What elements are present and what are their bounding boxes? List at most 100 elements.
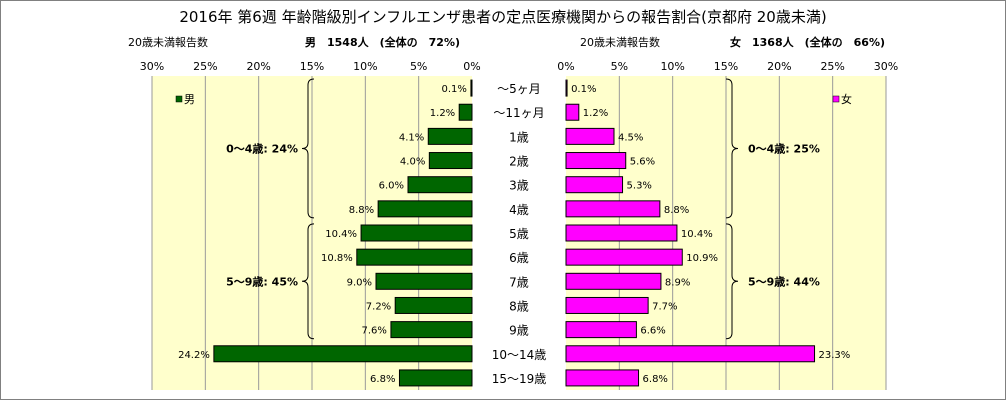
left-legend-label: 男 xyxy=(184,93,195,106)
category-label: ～11ヶ月 xyxy=(493,106,544,120)
category-label: 8歳 xyxy=(509,299,529,313)
left-legend-swatch xyxy=(175,95,183,103)
left-data-label: 4.1% xyxy=(399,132,424,143)
left-bar xyxy=(356,248,473,266)
left-data-label: 10.8% xyxy=(321,253,353,264)
left-header: 20歳未満報告数 男 1548人 (全体の 72%) xyxy=(128,35,460,49)
left-bar xyxy=(398,369,473,387)
right-data-label: 4.5% xyxy=(618,132,643,143)
chart-title: 2016年 第6週 年齢階級別インフルエンザ患者の定点医療機関からの報告割合(京… xyxy=(179,8,826,26)
left-bar xyxy=(407,176,473,194)
right-tick-label: 30% xyxy=(874,60,898,73)
left-data-label: 4.0% xyxy=(400,157,425,168)
left-data-label: 7.2% xyxy=(366,301,391,312)
right-bar xyxy=(565,103,580,121)
left-data-label: 10.4% xyxy=(325,229,357,240)
group-brace xyxy=(301,78,315,219)
right-data-label: 5.6% xyxy=(630,157,655,168)
right-bar xyxy=(565,224,678,242)
legends: 男女 xyxy=(175,92,852,106)
right-data-label: 8.8% xyxy=(664,205,689,216)
right-legend-swatch xyxy=(832,95,840,103)
left-tick-label: 0% xyxy=(463,60,480,73)
right-bar xyxy=(565,272,662,290)
left-data-label: 1.2% xyxy=(430,108,455,119)
right-group-label: 0～4歳: 25% xyxy=(748,141,820,155)
right-tick-label: 10% xyxy=(660,60,684,73)
grid-lines xyxy=(151,76,887,390)
category-label: 15～19歳 xyxy=(492,372,547,386)
right-group-label: 5～9歳: 44% xyxy=(748,274,820,288)
left-data-label: 24.2% xyxy=(178,350,210,361)
left-data-label: 8.8% xyxy=(349,205,374,216)
right-data-label: 7.7% xyxy=(652,301,677,312)
right-tick-label: 20% xyxy=(767,60,791,73)
right-tick-label: 5% xyxy=(611,60,628,73)
left-bar xyxy=(375,272,473,290)
left-data-label: 0.1% xyxy=(442,84,467,95)
group-brace xyxy=(725,78,739,219)
category-label: 2歳 xyxy=(509,155,529,169)
left-bar xyxy=(394,296,473,314)
right-data-label: 23.3% xyxy=(819,350,851,361)
left-data-label: 6.8% xyxy=(370,374,395,385)
left-tick-label: 20% xyxy=(246,60,270,73)
right-tick-label: 25% xyxy=(820,60,844,73)
right-bar xyxy=(565,152,627,170)
category-label: 9歳 xyxy=(509,324,529,338)
right-legend-label: 女 xyxy=(841,92,852,106)
left-bar xyxy=(390,321,473,339)
right-data-label: 6.6% xyxy=(640,326,665,337)
left-tick-label: 25% xyxy=(193,60,217,73)
right-bar xyxy=(565,345,816,363)
right-bar xyxy=(565,79,568,97)
category-labels: ～5ヶ月 ～11ヶ月 1歳 2歳 3歳 4歳 5歳 6歳 7歳 8歳 9歳 10～14歳 15～19歳 xyxy=(492,82,547,386)
right-tick-label: 0% xyxy=(557,60,574,73)
right-bar xyxy=(565,176,624,194)
right-tick-label: 15% xyxy=(714,60,738,73)
left-bar xyxy=(360,224,473,242)
left-count-header: 20歳未満報告数 xyxy=(128,36,208,49)
category-label: 4歳 xyxy=(509,203,529,217)
right-data-label: 0.1% xyxy=(571,84,596,95)
category-label: 5歳 xyxy=(509,227,529,241)
left-group-label: 5～9歳: 45% xyxy=(226,274,298,288)
left-bar xyxy=(428,152,473,170)
right-bar xyxy=(565,321,637,339)
left-bar xyxy=(458,103,473,121)
group-brace xyxy=(725,223,739,340)
left-data-label: 7.6% xyxy=(362,326,387,337)
left-tick-label: 10% xyxy=(353,60,377,73)
right-bar xyxy=(565,248,683,266)
right-bar xyxy=(565,369,640,387)
left-bar xyxy=(213,345,473,363)
right-data-label: 1.2% xyxy=(583,108,608,119)
category-label: 10～14歳 xyxy=(492,348,547,362)
right-data-label: 5.3% xyxy=(627,181,652,192)
right-bar xyxy=(565,200,661,218)
category-label: 3歳 xyxy=(509,179,529,193)
right-data-label: 6.8% xyxy=(643,374,668,385)
category-label: 6歳 xyxy=(509,251,529,265)
left-tick-label: 30% xyxy=(140,60,164,73)
right-summary: 女 1368人 (全体の 66%) xyxy=(730,35,885,49)
left-bar xyxy=(377,200,473,218)
category-label: 1歳 xyxy=(509,130,529,144)
left-tick-label: 5% xyxy=(410,60,427,73)
left-bar xyxy=(470,79,473,97)
left-group-label: 0～4歳: 24% xyxy=(226,141,298,155)
axis-ticks: 0% 0% 5% 5% 10% 10% 15% 15% 20% 20% 25% 25% 30% 30% xyxy=(140,60,898,73)
right-data-label: 8.9% xyxy=(665,277,690,288)
category-label: ～5ヶ月 xyxy=(497,82,541,96)
right-count-header: 20歳未満報告数 xyxy=(580,36,660,49)
left-tick-label: 15% xyxy=(300,60,324,73)
left-data-label: 6.0% xyxy=(379,181,404,192)
right-header: 20歳未満報告数 女 1368人 (全体の 66%) xyxy=(580,35,885,49)
right-bar xyxy=(565,127,615,145)
bars: 0.1% 0.1% 1.2% 1.2% 4.1% 4.5% 4.0% 5.6% 6.0% 5.3%… xyxy=(178,79,851,387)
right-bar xyxy=(565,296,649,314)
right-data-label: 10.4% xyxy=(681,229,713,240)
group-brace xyxy=(301,223,315,340)
